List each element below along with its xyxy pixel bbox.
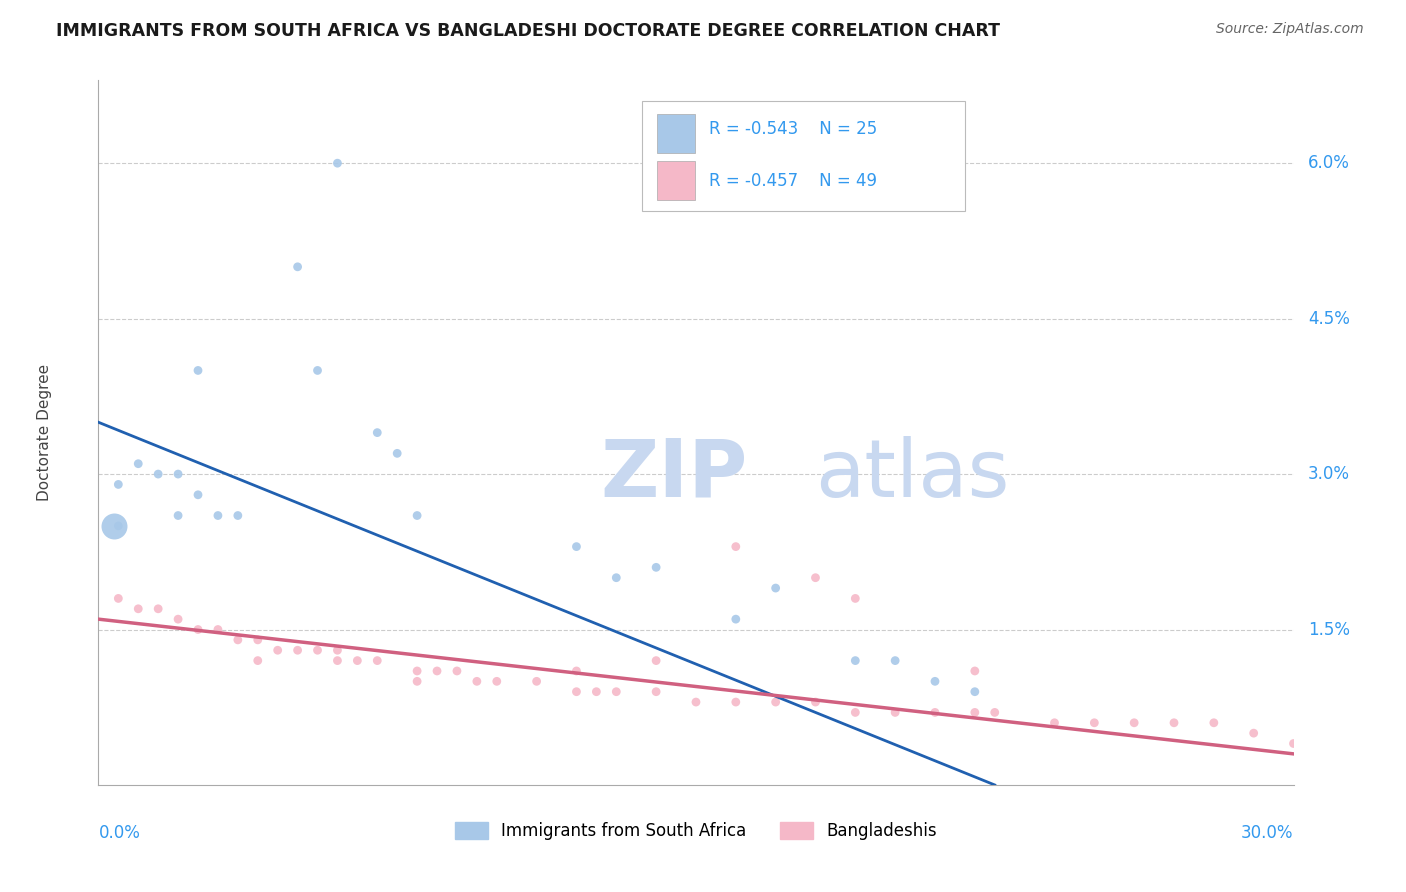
Point — [984, 706, 1007, 720]
Point — [605, 684, 627, 698]
Point — [226, 508, 249, 523]
Point — [406, 674, 429, 689]
Point — [187, 363, 209, 377]
Point — [187, 623, 209, 637]
Point — [1243, 726, 1265, 740]
Text: ZIP: ZIP — [600, 436, 748, 514]
Point — [884, 706, 907, 720]
Text: Doctorate Degree: Doctorate Degree — [37, 364, 52, 501]
Point — [1083, 715, 1105, 730]
Point — [844, 706, 866, 720]
FancyBboxPatch shape — [657, 114, 695, 153]
Point — [226, 632, 249, 647]
Point — [526, 674, 548, 689]
Point — [103, 519, 125, 533]
Text: 30.0%: 30.0% — [1241, 823, 1294, 842]
Text: Source: ZipAtlas.com: Source: ZipAtlas.com — [1216, 22, 1364, 37]
Point — [107, 519, 129, 533]
Point — [107, 591, 129, 606]
Point — [1282, 737, 1305, 751]
Point — [346, 654, 368, 668]
Point — [148, 467, 170, 481]
Point — [844, 591, 866, 606]
Point — [207, 623, 229, 637]
Point — [1043, 715, 1066, 730]
Point — [326, 654, 349, 668]
Text: 1.5%: 1.5% — [1308, 621, 1350, 639]
Point — [645, 560, 668, 574]
Point — [246, 632, 269, 647]
Point — [127, 457, 149, 471]
Point — [167, 612, 190, 626]
Point — [565, 684, 588, 698]
Text: IMMIGRANTS FROM SOUTH AFRICA VS BANGLADESHI DOCTORATE DEGREE CORRELATION CHART: IMMIGRANTS FROM SOUTH AFRICA VS BANGLADE… — [56, 22, 1000, 40]
Point — [804, 695, 827, 709]
Point — [565, 664, 588, 678]
Point — [585, 684, 607, 698]
Point — [127, 601, 149, 615]
Point — [426, 664, 449, 678]
Text: 3.0%: 3.0% — [1308, 465, 1350, 483]
Text: 4.5%: 4.5% — [1308, 310, 1350, 327]
Point — [366, 425, 388, 440]
Point — [287, 260, 309, 274]
Point — [307, 363, 329, 377]
Point — [765, 695, 787, 709]
Point — [804, 571, 827, 585]
Point — [406, 664, 429, 678]
Point — [884, 654, 907, 668]
Point — [366, 654, 388, 668]
Point — [765, 581, 787, 595]
Point — [724, 540, 747, 554]
Point — [1163, 715, 1185, 730]
Point — [446, 664, 468, 678]
Point — [167, 467, 190, 481]
Point — [1202, 715, 1225, 730]
Legend: Immigrants from South Africa, Bangladeshis: Immigrants from South Africa, Bangladesh… — [449, 815, 943, 847]
Text: R = -0.457    N = 49: R = -0.457 N = 49 — [709, 172, 877, 190]
Point — [724, 695, 747, 709]
Point — [187, 488, 209, 502]
Text: 0.0%: 0.0% — [98, 823, 141, 842]
Point — [963, 706, 986, 720]
Text: atlas: atlas — [815, 436, 1010, 514]
Point — [724, 612, 747, 626]
Point — [924, 706, 946, 720]
Point — [565, 540, 588, 554]
Point — [107, 477, 129, 491]
Point — [924, 674, 946, 689]
Point — [385, 446, 409, 460]
Point — [326, 156, 349, 170]
Point — [246, 654, 269, 668]
Point — [167, 508, 190, 523]
Point — [605, 571, 627, 585]
Point — [685, 695, 707, 709]
FancyBboxPatch shape — [643, 102, 965, 211]
Point — [326, 643, 349, 657]
FancyBboxPatch shape — [657, 161, 695, 200]
Point — [267, 643, 290, 657]
Point — [406, 508, 429, 523]
Point — [485, 674, 508, 689]
Point — [963, 664, 986, 678]
Text: 6.0%: 6.0% — [1308, 154, 1350, 172]
Point — [148, 601, 170, 615]
Point — [645, 684, 668, 698]
Point — [287, 643, 309, 657]
Text: R = -0.543    N = 25: R = -0.543 N = 25 — [709, 120, 877, 137]
Point — [645, 654, 668, 668]
Point — [465, 674, 488, 689]
Point — [1123, 715, 1146, 730]
Point — [307, 643, 329, 657]
Point — [963, 684, 986, 698]
Point — [844, 654, 866, 668]
Point — [207, 508, 229, 523]
